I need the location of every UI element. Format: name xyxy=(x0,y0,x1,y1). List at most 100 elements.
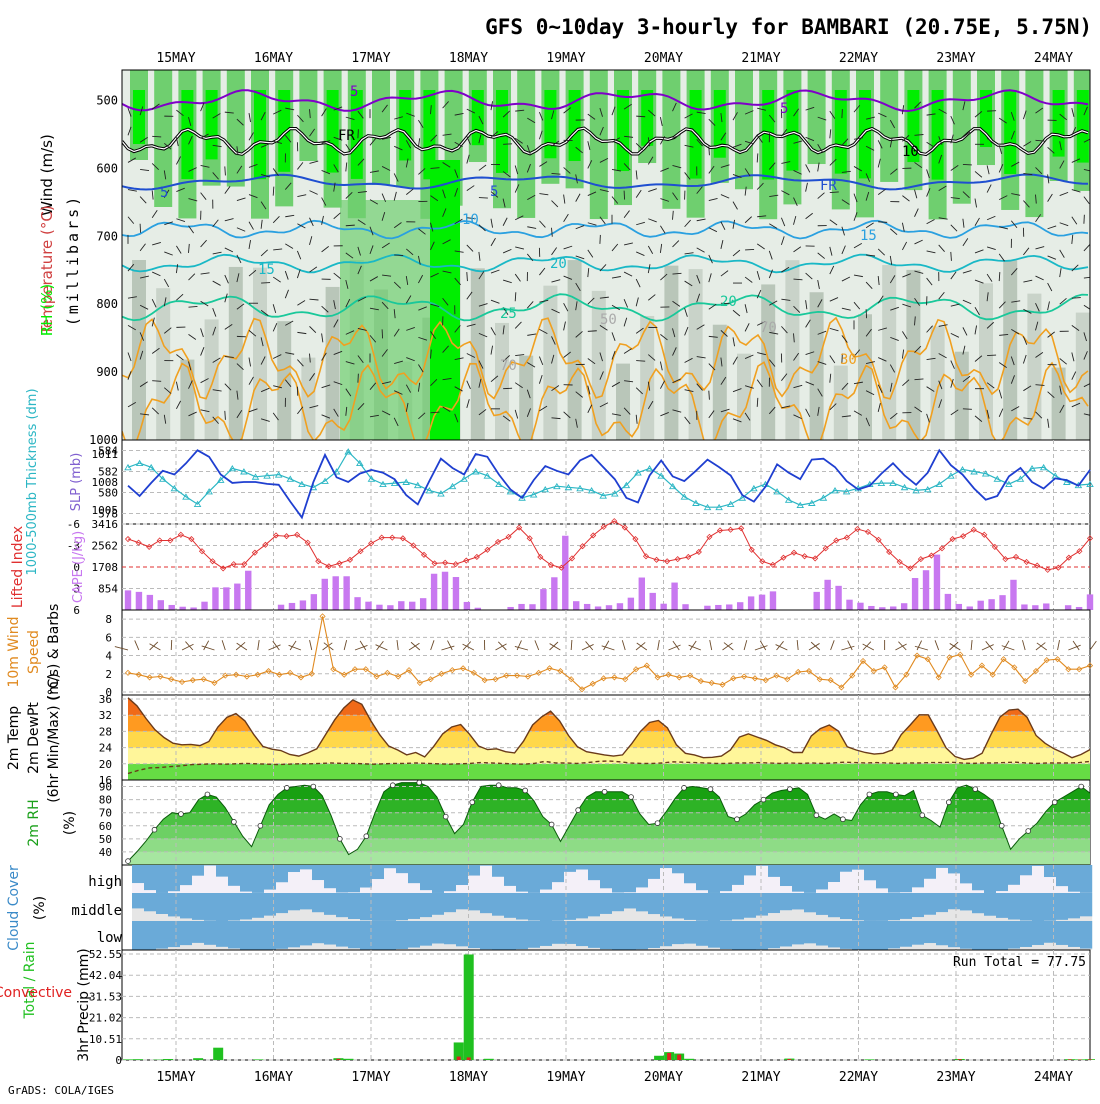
cloud-fill xyxy=(756,893,768,916)
cloud-fill xyxy=(732,865,744,885)
pressure-tick: 700 xyxy=(96,229,118,243)
cloud-fill xyxy=(756,921,768,949)
contour-label: 5 xyxy=(350,84,358,100)
cloud-fill xyxy=(444,893,456,912)
precip-tick: 0 xyxy=(115,1054,122,1067)
cape-bar xyxy=(584,604,590,610)
cloud-fill xyxy=(156,921,168,949)
rain-bar xyxy=(133,1059,143,1060)
cloud-fill xyxy=(408,893,420,919)
rh-point xyxy=(417,780,422,785)
cloud-fill xyxy=(840,865,852,872)
cape-bar xyxy=(1043,603,1049,610)
date-tick-bottom: 17MAY xyxy=(351,1070,390,1085)
rh-point xyxy=(761,797,766,802)
cape-bar xyxy=(660,604,666,610)
temp-tick: 36 xyxy=(99,693,112,706)
cloud-fill xyxy=(948,893,960,909)
cloud-fill xyxy=(216,893,228,921)
rh-band xyxy=(880,70,898,182)
cloud-fill xyxy=(912,893,924,917)
cloud-fill xyxy=(276,893,288,913)
rh-axis-label: RH (%) xyxy=(38,284,56,336)
precip-tick: 42.04 xyxy=(89,969,122,982)
cloud-fill xyxy=(576,865,588,870)
cape-bar xyxy=(573,601,579,610)
cape-bar xyxy=(453,577,459,610)
cape-bar xyxy=(169,605,175,610)
cloud-fill xyxy=(396,865,408,873)
cloud-fill xyxy=(492,865,504,877)
cape-bar xyxy=(1010,580,1016,610)
cloud-fill xyxy=(132,893,144,908)
date-tick-bottom: 20MAY xyxy=(644,1070,683,1085)
cloud-fill xyxy=(348,921,360,948)
rh-band xyxy=(735,70,753,189)
cloud-fill xyxy=(1032,865,1044,866)
cloud-fill xyxy=(1032,893,1044,921)
cloud-fill xyxy=(720,921,732,949)
cloud-fill xyxy=(528,893,540,921)
rh-band xyxy=(517,70,535,218)
cloud-fill xyxy=(168,865,180,891)
wind-barb xyxy=(1072,298,1081,299)
cloud-fill xyxy=(144,921,156,950)
rh-tick: 40 xyxy=(99,846,112,859)
cloud-fill xyxy=(672,865,684,873)
contour-label: FR xyxy=(338,128,355,144)
date-tick-bottom: 19MAY xyxy=(546,1070,585,1085)
cloud-fill xyxy=(912,865,924,887)
wind-panel xyxy=(122,610,1090,695)
rh-point xyxy=(655,821,660,826)
temp-band xyxy=(122,764,1090,780)
cape-bar xyxy=(518,604,524,610)
cloud-fill xyxy=(540,865,552,890)
cape-bar xyxy=(300,600,306,610)
date-tick-bottom: 22MAY xyxy=(839,1070,878,1085)
rh-band xyxy=(122,839,1090,852)
cloud-fill xyxy=(996,865,1008,891)
cloud-fill xyxy=(888,865,900,893)
cloud-fill xyxy=(636,865,648,887)
convective-bar xyxy=(677,1055,681,1060)
cloud-fill xyxy=(960,865,972,883)
cloud-fill xyxy=(348,865,360,892)
rh-lower xyxy=(1076,313,1090,440)
cloud-fill xyxy=(708,921,720,948)
cloud-fill xyxy=(504,893,516,918)
rh-lower xyxy=(568,260,582,440)
precip-panel xyxy=(122,950,1090,1060)
rh-point xyxy=(179,812,184,817)
rain-bar xyxy=(213,1048,223,1060)
slp-axis-label: SLP (mb) xyxy=(69,453,84,512)
cloud-fill xyxy=(660,865,672,868)
cloud-fill xyxy=(288,921,300,947)
date-tick-bottom: 21MAY xyxy=(741,1070,780,1085)
cape-bar xyxy=(967,606,973,610)
cloud-fill xyxy=(828,865,840,882)
rh-point xyxy=(470,800,475,805)
rh-point xyxy=(840,817,845,822)
contour-label: 70 xyxy=(500,358,517,374)
cloud-fill xyxy=(696,865,708,890)
cloud-fill xyxy=(720,893,732,921)
rh-point xyxy=(1026,829,1031,834)
cloud-fill xyxy=(216,921,228,947)
contour-label: 20 xyxy=(720,294,737,310)
contour-label: 5 xyxy=(160,185,168,201)
cloud-fill xyxy=(468,865,480,876)
wind-barb xyxy=(225,166,226,175)
temp-tick: 32 xyxy=(99,709,112,722)
cloud-fill xyxy=(528,921,540,948)
cape-bar xyxy=(562,536,568,610)
wind-tick: 6 xyxy=(105,631,112,644)
cloud-fill xyxy=(1020,865,1032,875)
cape-bar xyxy=(934,555,940,610)
precip-tick: 52.55 xyxy=(89,948,122,961)
cloud-fill xyxy=(312,865,324,880)
wind-tick: 8 xyxy=(105,613,112,626)
date-tick-top: 16MAY xyxy=(254,51,293,66)
date-tick-top: 21MAY xyxy=(741,51,780,66)
